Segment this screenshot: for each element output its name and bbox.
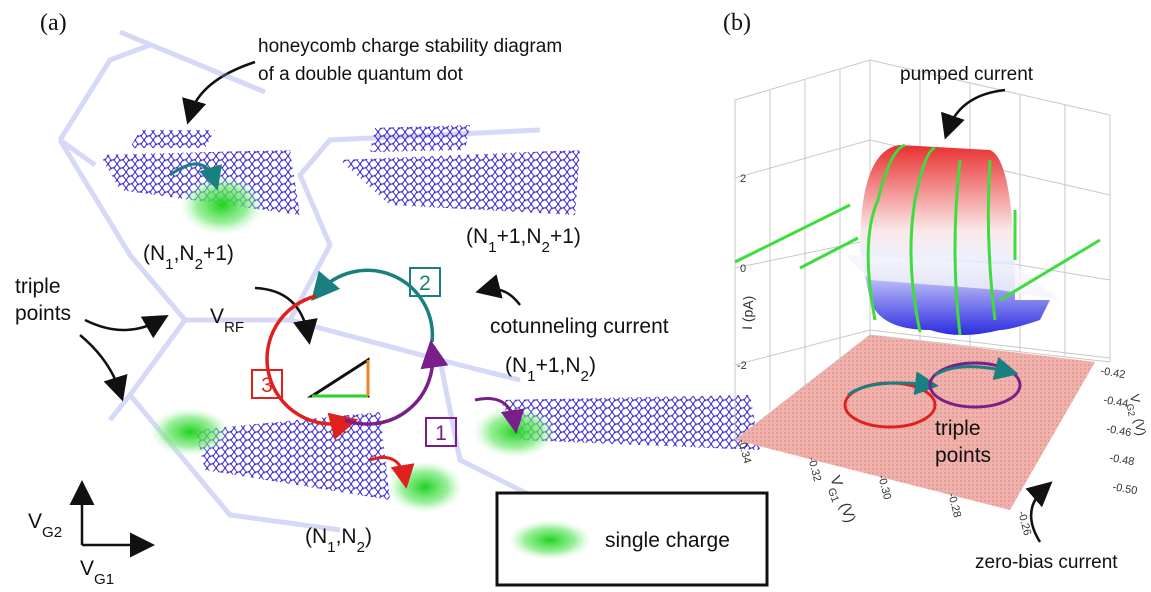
axis-label: VG2 bbox=[28, 510, 62, 541]
charge bbox=[150, 408, 230, 456]
subscript: G1 bbox=[94, 571, 114, 588]
tick-label: -0.42 bbox=[1099, 365, 1126, 381]
text-part: ) bbox=[589, 354, 596, 377]
y-axis-label: VG2 (V) bbox=[1123, 393, 1149, 438]
text-part: (N bbox=[505, 354, 527, 377]
text-part: +1,N bbox=[497, 225, 542, 248]
axis-label: VG1 bbox=[80, 557, 114, 588]
state-label: (N1,N2+1) bbox=[143, 242, 234, 273]
z-axis-label: I (pA) bbox=[739, 295, 756, 330]
subscript: G1 bbox=[825, 486, 841, 504]
text-part: (V) bbox=[835, 497, 859, 526]
v-rf: VRF bbox=[210, 305, 244, 336]
step-box bbox=[251, 369, 283, 399]
text-part: +1) bbox=[550, 225, 581, 248]
arrow bbox=[79, 334, 128, 402]
arrow bbox=[182, 60, 256, 125]
step: 1 bbox=[435, 422, 447, 445]
state-label: (N1+1,N2+1) bbox=[466, 225, 581, 256]
subscript: 1 bbox=[527, 368, 535, 385]
arrow bbox=[1025, 481, 1053, 543]
arrow bbox=[941, 88, 1006, 140]
legend-label: single charge bbox=[605, 529, 730, 552]
subscript: 2 bbox=[581, 368, 589, 385]
panel-label: (a) bbox=[40, 10, 67, 36]
state-label: (N1+1,N2) bbox=[505, 354, 596, 385]
graphene bbox=[370, 125, 470, 152]
graphene bbox=[130, 130, 215, 148]
cycle-arc bbox=[311, 268, 435, 343]
cycle-arc bbox=[344, 339, 449, 426]
z-tick-label: 2 bbox=[740, 173, 746, 185]
subscript: G2 bbox=[42, 524, 62, 541]
text-part: (N bbox=[305, 525, 327, 548]
graphene bbox=[340, 150, 580, 215]
step-box bbox=[409, 267, 441, 297]
tick-label: -0.48 bbox=[1108, 452, 1135, 468]
arrow bbox=[475, 274, 521, 306]
z-tick-label: -2 bbox=[737, 360, 747, 372]
annotation: honeycomb charge stability diagram bbox=[258, 36, 562, 57]
text-part: V bbox=[28, 510, 42, 533]
subscript: 2 bbox=[357, 539, 365, 556]
annotation: zero-bias current bbox=[975, 552, 1118, 573]
subscript: 1 bbox=[327, 539, 335, 556]
arrow bbox=[84, 315, 169, 339]
arrow bbox=[254, 286, 318, 345]
panel-label: (b) bbox=[723, 10, 751, 36]
triple-points: points bbox=[15, 302, 71, 325]
text-part: +1,N bbox=[536, 354, 581, 377]
state-label: (N1,N2) bbox=[305, 525, 372, 556]
arrow bbox=[169, 162, 222, 191]
triple-points: triple bbox=[935, 417, 981, 440]
x-axis-label: VG1 (V) bbox=[822, 474, 859, 527]
subscript: RF bbox=[224, 319, 244, 336]
text-part: (N bbox=[466, 225, 488, 248]
tick-label: -0.44 bbox=[1102, 394, 1129, 410]
tick-label: -0.46 bbox=[1105, 423, 1132, 439]
triangle bbox=[306, 357, 370, 398]
charge bbox=[473, 406, 557, 458]
text-part: (V) bbox=[1131, 414, 1149, 437]
triple-points: triple bbox=[15, 275, 61, 298]
subscript: 2 bbox=[195, 256, 203, 273]
legend-swatch bbox=[508, 520, 592, 560]
subscript: 2 bbox=[542, 239, 550, 256]
cycle bbox=[928, 361, 1022, 409]
cycle-arc bbox=[265, 294, 359, 440]
subscript: 1 bbox=[488, 239, 496, 256]
subscript: G2 bbox=[1125, 403, 1137, 417]
cotunneling: cotunneling current bbox=[490, 315, 669, 338]
z-tick-label: 0 bbox=[740, 263, 746, 275]
step: 3 bbox=[261, 374, 273, 397]
text-part: ,N bbox=[174, 242, 195, 265]
subscript: 1 bbox=[165, 256, 173, 273]
text-part: +1) bbox=[203, 242, 234, 265]
text-part: (N bbox=[143, 242, 165, 265]
text-part: V bbox=[1127, 393, 1143, 404]
text-part: V bbox=[210, 305, 224, 328]
graphene bbox=[500, 395, 760, 450]
annotation: of a double quantum dot bbox=[258, 64, 464, 85]
text-part: ) bbox=[365, 525, 372, 548]
tick-label: -0.50 bbox=[1111, 481, 1138, 497]
arrow bbox=[369, 456, 415, 489]
triple-points: points bbox=[935, 444, 991, 467]
cycle-arc bbox=[847, 371, 939, 397]
green-traces bbox=[734, 143, 1101, 336]
cycle-arc bbox=[934, 356, 1019, 381]
charge bbox=[387, 461, 463, 513]
charge bbox=[180, 175, 264, 235]
text-part: ,N bbox=[336, 525, 357, 548]
step-box bbox=[425, 417, 457, 447]
annotation: pumped current bbox=[900, 64, 1034, 85]
text-part: V bbox=[80, 557, 94, 580]
arrow bbox=[474, 397, 525, 434]
surface-plane bbox=[845, 255, 1060, 300]
step: 2 bbox=[419, 272, 431, 295]
